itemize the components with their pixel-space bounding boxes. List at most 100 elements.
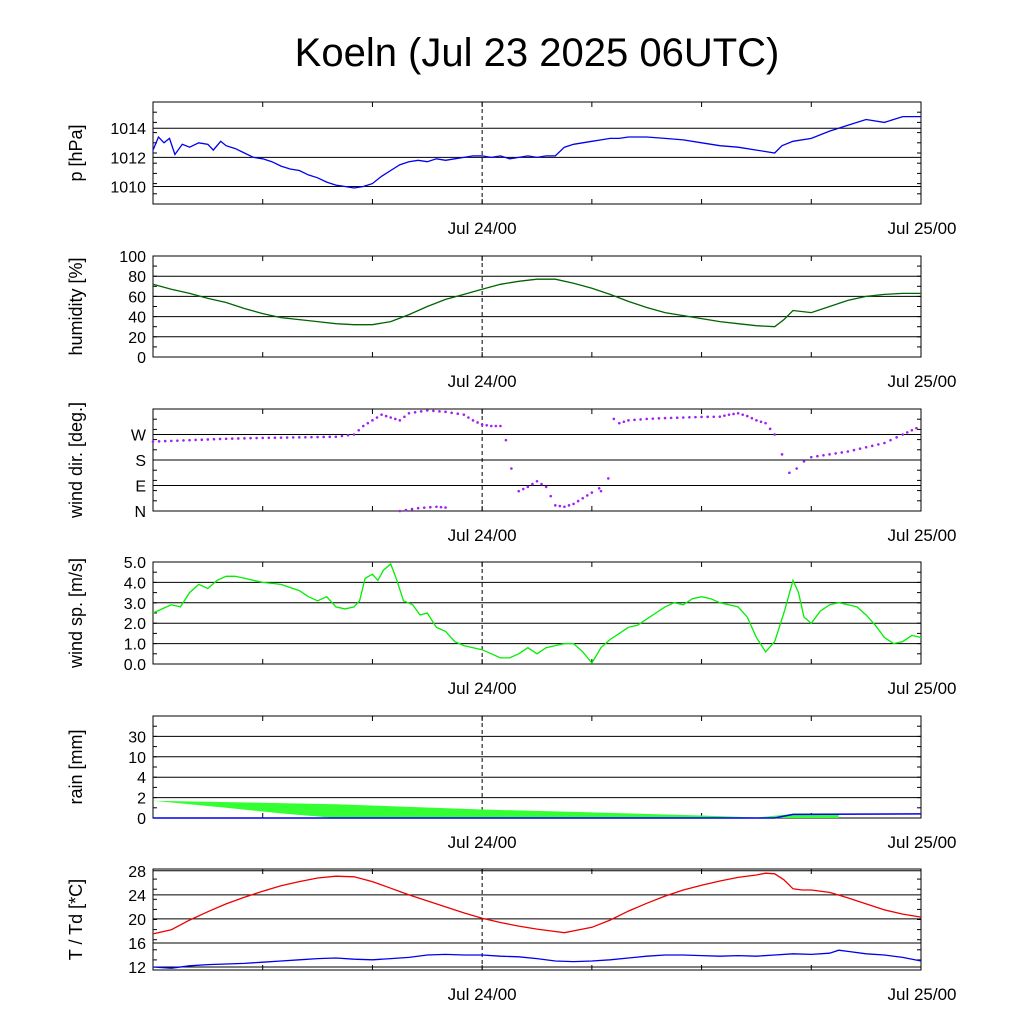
wind_direction-point	[444, 410, 447, 414]
temperature-y-tick-label: 16	[128, 936, 146, 953]
temperature-y-tick-label: 20	[128, 912, 146, 929]
wind_speed-y-tick-label: 0.0	[124, 657, 146, 674]
wind_direction-point	[627, 419, 630, 422]
rain-area	[153, 800, 839, 818]
wind_direction-point	[375, 416, 379, 419]
wind_direction-y-tick-label: E	[135, 479, 146, 496]
wind_direction-point	[915, 426, 918, 430]
x-date-label: Jul 25/00	[888, 679, 957, 698]
x-date-label: Jul 25/00	[888, 985, 957, 1004]
wind_direction-point	[163, 439, 167, 443]
x-date-label: Jul 25/00	[888, 833, 957, 852]
wind_direction-point	[504, 438, 508, 442]
temperature-panel: 28 24 20 16 12 T / Td [*C] Jul 24/00 Jul 25/00	[66, 864, 957, 1004]
temperature-series-line-1	[152, 949, 922, 969]
rain-total-line	[153, 813, 922, 819]
wind_direction-point	[261, 436, 265, 440]
wind_direction-point	[745, 414, 749, 418]
wind_direction-point	[816, 454, 819, 458]
wind_direction-point	[188, 438, 191, 442]
wind_direction-point	[553, 504, 557, 507]
rain-y-tick-label: 2	[137, 791, 146, 808]
wind_speed-y-tick-label: 5.0	[124, 555, 146, 572]
wind_direction-point	[657, 417, 661, 420]
pressure-frame	[152, 101, 922, 205]
wind_direction-point	[435, 505, 438, 509]
wind_direction-point	[471, 419, 475, 422]
wind_direction-point	[462, 413, 466, 416]
wind_direction-point	[413, 411, 417, 414]
wind_direction-point	[366, 421, 370, 425]
pressure-y-tick-label: 1012	[110, 150, 146, 167]
wind_direction-point	[200, 438, 204, 441]
wind_direction-point	[846, 450, 850, 453]
wind_direction-point	[476, 421, 479, 424]
wind_direction-point	[243, 437, 246, 440]
wind_direction-point	[340, 434, 344, 438]
wind_direction-point	[795, 467, 798, 470]
wind_direction-point	[750, 416, 754, 420]
wind_direction-point	[732, 412, 735, 416]
temperature-y-tick-label: 12	[128, 960, 146, 977]
wind_direction-y-tick-label: N	[134, 504, 146, 521]
x-date-label: Jul 25/00	[888, 372, 957, 391]
wind_direction-y-tick-label: W	[131, 428, 147, 445]
wind_direction-point	[681, 416, 685, 419]
wind_direction-point	[535, 479, 539, 483]
wind_direction-point	[723, 414, 726, 417]
x-date-label: Jul 24/00	[448, 526, 517, 545]
wind_direction-point	[438, 410, 441, 413]
wind_direction-point	[403, 415, 406, 419]
wind_direction-point	[834, 452, 837, 455]
wind_direction-point	[357, 428, 361, 432]
wind_direction-point	[809, 455, 813, 459]
wind_direction-point	[622, 420, 626, 424]
wind_direction-point	[255, 436, 258, 440]
humidity-y-tick-label: 20	[128, 330, 146, 347]
wind_speed-y-tick-label: 2.0	[124, 616, 146, 633]
wind_direction-point	[510, 467, 513, 470]
humidity-series-line-0	[152, 278, 921, 328]
pressure-series-line-0	[152, 115, 921, 189]
wind_speed-y-tick-label: 4.0	[124, 575, 146, 592]
wind_direction-point	[759, 420, 763, 424]
wind_direction-point	[291, 436, 295, 439]
wind_direction-point	[858, 447, 862, 450]
wind_direction-point	[393, 417, 397, 421]
wind_direction-point	[688, 416, 691, 419]
humidity-y-tick-label: 100	[119, 249, 146, 266]
wind_direction-point	[617, 421, 621, 425]
wind_direction-point	[249, 436, 252, 440]
wind_direction-point	[877, 443, 880, 446]
wind_direction-point	[788, 471, 791, 475]
wind_direction-point	[840, 451, 844, 454]
wind_direction-point	[905, 431, 909, 434]
wind_direction-point	[176, 439, 179, 442]
wind_direction-point	[694, 415, 697, 419]
wind_direction-point	[607, 477, 610, 480]
rain-frame	[152, 715, 922, 819]
wind_direction-point	[194, 438, 197, 442]
wind_direction-point	[429, 505, 432, 509]
humidity-frame	[152, 255, 922, 358]
wind_direction-point	[467, 416, 470, 419]
wind_direction-point	[410, 507, 414, 511]
wind_direction-point	[675, 416, 679, 419]
wind_direction-point	[404, 508, 408, 512]
humidity-y-tick-label: 80	[128, 269, 146, 286]
wind_direction-point	[883, 441, 886, 445]
wind_direction-point	[456, 412, 460, 416]
wind_direction-point	[304, 435, 307, 439]
wind_direction-point	[267, 436, 271, 440]
wind_direction-point	[450, 411, 453, 415]
wind_direction-point	[285, 436, 289, 439]
wind_direction-point	[822, 453, 825, 457]
wind_direction-point	[828, 453, 831, 456]
wind_direction-point	[297, 436, 301, 439]
wind_direction-point	[346, 433, 350, 437]
wind_direction-point	[439, 505, 443, 509]
wind_direction-point	[182, 439, 185, 442]
wind_direction-point	[563, 505, 566, 509]
